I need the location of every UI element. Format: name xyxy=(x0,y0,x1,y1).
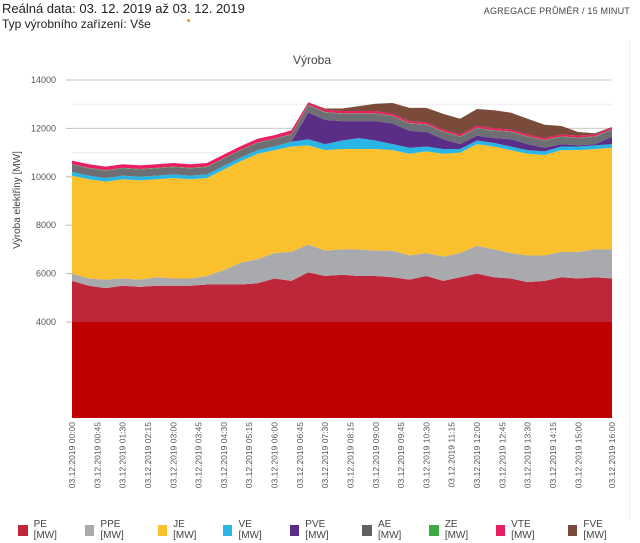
legend-label: AE [MW] xyxy=(378,519,402,541)
legend-label: PVE [MW] xyxy=(305,519,329,541)
legend-label: PE [MW] xyxy=(33,519,57,541)
legend-label: VE [MW] xyxy=(238,519,262,541)
legend-item[interactable]: AE [MW] xyxy=(362,519,412,541)
x-tick-label: 03.12.2019 12:00 xyxy=(472,422,482,488)
chart-title: Výroba xyxy=(293,53,331,67)
date-range-label: Reálná data: 03. 12. 2019 až 03. 12. 201… xyxy=(2,1,245,16)
legend-item[interactable]: FVE [MW] xyxy=(567,519,623,541)
legend-swatch-icon xyxy=(429,524,439,536)
y-tick-label: 4000 xyxy=(36,317,56,327)
y-tick-label: 6000 xyxy=(36,269,56,279)
legend-item[interactable]: JE [MW] xyxy=(157,519,206,541)
area-ve xyxy=(72,138,612,182)
area-je xyxy=(72,144,612,280)
x-tick-label: 03.12.2019 01:30 xyxy=(118,422,128,488)
x-tick-label: 03.12.2019 05:15 xyxy=(244,422,254,488)
overlay-band-rect xyxy=(72,322,612,418)
x-tick-label: 03.12.2019 14:15 xyxy=(548,422,558,488)
y-tick-label: 14000 xyxy=(31,75,56,85)
legend-item[interactable]: VTE [MW] xyxy=(495,519,551,541)
legend-label: JE [MW] xyxy=(173,519,197,541)
scrollbar[interactable] xyxy=(629,40,640,520)
x-tick-label: 03.12.2019 09:00 xyxy=(371,422,381,488)
y-axis-ticks: 4000 6000 8000 10000 12000 14000 xyxy=(31,75,72,327)
x-tick-label: 03.12.2019 02:15 xyxy=(143,422,153,488)
overlay-band xyxy=(72,322,612,418)
x-tick-label: 03.12.2019 13:30 xyxy=(523,422,533,488)
x-tick-label: 03.12.2019 04:30 xyxy=(219,422,229,488)
legend-item[interactable]: PE [MW] xyxy=(18,519,68,541)
production-area-chart: Výroba 4000 6000 8000 10000 12000 14000 03.12… xyxy=(12,53,617,488)
area-ppe xyxy=(72,244,612,289)
legend-label: ZE [MW] xyxy=(444,519,469,541)
x-axis-ticks: 03.12.2019 00:00 03.12.2019 00:45 03.12.20… xyxy=(67,422,617,488)
legend-label: FVE [MW] xyxy=(583,519,607,541)
chart-legend: PE [MW] PPE [MW] JE [MW] VE [MW] PVE [MW] AE … xyxy=(18,519,640,541)
x-tick-label: 03.12.2019 09:45 xyxy=(396,422,406,488)
dropdown-indicator-icon[interactable] xyxy=(187,19,190,22)
x-tick-label: 03.12.2019 16:00 xyxy=(607,422,617,488)
x-tick-label: 03.12.2019 10:30 xyxy=(421,422,431,488)
legend-swatch-icon xyxy=(495,524,506,536)
x-tick-label: 03.12.2019 11:15 xyxy=(447,422,457,488)
legend-item[interactable]: PVE [MW] xyxy=(289,519,346,541)
x-tick-label: 03.12.2019 03:45 xyxy=(194,422,204,488)
aggregation-selector[interactable]: AGREGACE PRŮMĚR / 15 MINUT xyxy=(483,6,630,16)
device-type-selector[interactable]: Typ výrobního zařízení: Vše xyxy=(2,17,151,31)
area-pve xyxy=(72,112,612,179)
legend-label: VTE [MW] xyxy=(511,519,535,541)
x-tick-label: 03.12.2019 08:15 xyxy=(345,422,355,488)
y-tick-label: 12000 xyxy=(31,123,56,133)
legend-swatch-icon xyxy=(362,524,372,536)
area-fve xyxy=(72,102,612,167)
legend-swatch-icon xyxy=(567,524,578,536)
legend-swatch-icon xyxy=(18,524,28,536)
x-tick-label: 03.12.2019 06:45 xyxy=(295,422,305,488)
x-tick-label: 03.12.2019 03:00 xyxy=(168,422,178,488)
legend-swatch-icon xyxy=(157,524,168,536)
legend-label: PPE [MW] xyxy=(100,519,124,541)
y-axis-label: Výroba elektřiny [MW] xyxy=(12,151,23,249)
y-tick-label: 8000 xyxy=(36,220,56,230)
x-tick-label: 03.12.2019 12:45 xyxy=(497,422,507,488)
x-tick-label: 03.12.2019 00:45 xyxy=(92,422,102,488)
legend-swatch-icon xyxy=(289,524,300,536)
x-tick-label: 03.12.2019 00:00 xyxy=(67,422,77,488)
legend-item[interactable]: ZE [MW] xyxy=(429,519,478,541)
legend-item[interactable]: PPE [MW] xyxy=(84,519,141,541)
y-tick-label: 10000 xyxy=(31,172,56,182)
area-ae xyxy=(72,105,612,179)
x-tick-label: 03.12.2019 07:30 xyxy=(320,422,330,488)
legend-item[interactable]: VE [MW] xyxy=(222,519,273,541)
legend-swatch-icon xyxy=(84,524,95,536)
legend-swatch-icon xyxy=(222,524,233,536)
x-tick-label: 03.12.2019 15:00 xyxy=(573,422,583,488)
x-tick-label: 03.12.2019 06:00 xyxy=(270,422,280,488)
